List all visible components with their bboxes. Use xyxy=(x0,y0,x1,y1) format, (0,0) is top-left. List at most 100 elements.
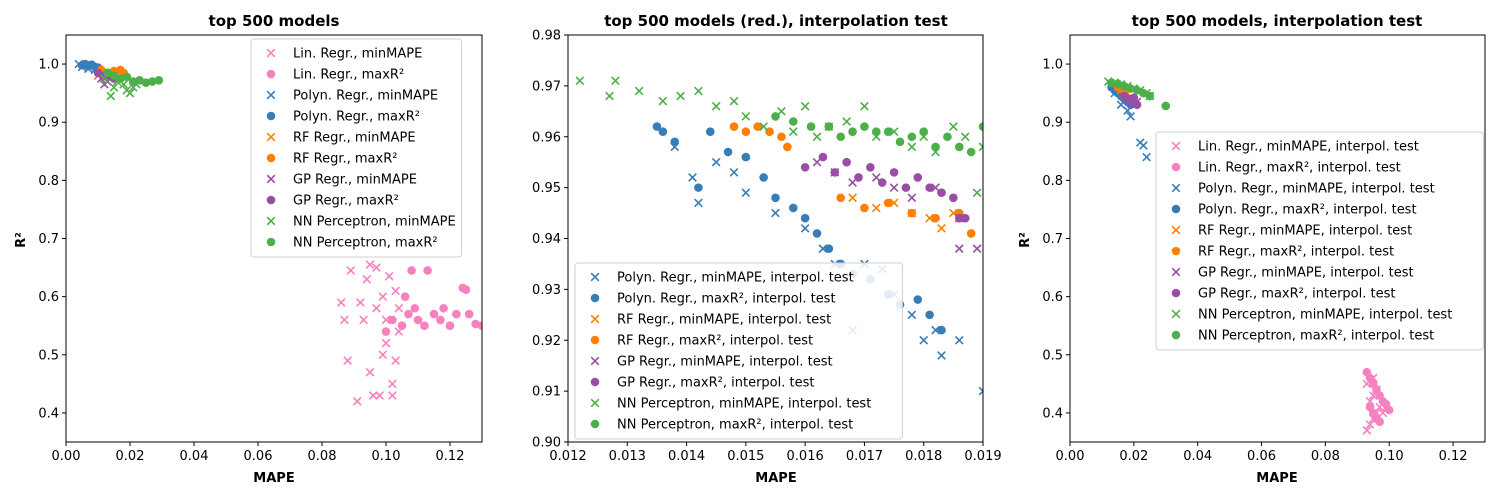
data-point-x xyxy=(907,193,917,203)
legend-marker xyxy=(266,153,276,163)
data-point xyxy=(397,321,407,331)
legend-marker xyxy=(1171,288,1181,298)
legend: Lin. Regr., minMAPE, interpol. test Lin. … xyxy=(1155,131,1484,351)
x-tick-label: 0.08 xyxy=(308,449,337,464)
legend-label: Lin. Regr., minMAPE xyxy=(293,47,422,62)
data-point-x xyxy=(688,173,697,182)
data-point-x xyxy=(388,391,397,400)
data-point-x xyxy=(978,142,983,152)
axes-frame xyxy=(1069,34,1486,443)
data-point xyxy=(960,213,970,223)
x-tick-label: 0.014 xyxy=(668,449,705,464)
data-point xyxy=(1384,405,1394,415)
legend-marker xyxy=(590,356,600,366)
data-point xyxy=(93,68,103,78)
data-point xyxy=(788,117,798,126)
legend-marker xyxy=(590,293,600,303)
data-point-x xyxy=(907,142,917,152)
y-tick-label: 0.96 xyxy=(532,130,561,145)
data-point-x xyxy=(125,88,135,98)
data-point xyxy=(818,152,828,162)
data-point-x xyxy=(937,223,946,233)
data-point-x xyxy=(871,203,881,213)
data-point xyxy=(978,122,983,131)
y-tick-label: 1.0 xyxy=(38,58,59,73)
data-point-x xyxy=(972,188,982,198)
data-point xyxy=(410,303,420,313)
legend-label: Polyn. Regr., minMAPE, interpol. test xyxy=(617,271,854,286)
data-point-x xyxy=(972,244,982,254)
legend-label: RF Regr., maxR², interpol. test xyxy=(617,334,813,349)
data-point xyxy=(836,193,846,203)
data-point xyxy=(966,147,976,157)
x-tick-label: 0.10 xyxy=(1375,449,1404,464)
x-tick-label: 0.017 xyxy=(846,449,883,464)
data-point xyxy=(871,127,881,136)
data-point xyxy=(954,213,964,223)
data-point-x xyxy=(1365,420,1375,429)
data-point-x xyxy=(812,132,822,142)
legend-label: Lin. Regr., minMAPE, interpol. test xyxy=(1198,140,1419,155)
data-point-x xyxy=(978,386,983,396)
y-tick-label: 0.97 xyxy=(532,79,561,94)
y-tick-label: 0.6 xyxy=(1042,290,1063,305)
data-point-x xyxy=(1126,112,1136,121)
data-point xyxy=(439,303,448,313)
data-point-x xyxy=(848,193,857,203)
legend-label: Polyn. Regr., maxR², interpol. test xyxy=(1198,203,1417,218)
data-point xyxy=(1161,101,1171,111)
x-tick-label: 0.00 xyxy=(52,449,81,464)
x-tick-label: 0.00 xyxy=(1056,449,1085,464)
legend-label: GP Regr., maxR² xyxy=(293,194,399,209)
legend-marker xyxy=(1171,204,1181,214)
data-point xyxy=(913,295,923,304)
legend-label: NN Perceptron, maxR², interpol. test xyxy=(617,418,853,433)
data-point xyxy=(741,152,751,162)
data-point xyxy=(777,132,786,142)
data-point-x xyxy=(676,91,686,101)
data-point xyxy=(429,309,439,319)
legend-marker xyxy=(266,216,276,226)
legend-marker xyxy=(266,195,276,205)
x-tick-label: 0.04 xyxy=(180,449,209,464)
legend-marker xyxy=(266,111,276,121)
data-point xyxy=(883,127,893,136)
data-point-x xyxy=(611,76,620,86)
data-point xyxy=(413,315,423,325)
legend-box xyxy=(574,262,903,440)
data-point xyxy=(931,142,940,152)
legend-label: Polyn. Regr., minMAPE xyxy=(293,89,438,104)
legend-marker xyxy=(1171,309,1181,319)
data-point xyxy=(937,325,946,335)
y-tick-label: 0.95 xyxy=(532,181,561,196)
data-point-x xyxy=(365,367,375,377)
data-point xyxy=(694,183,703,192)
data-point xyxy=(966,229,976,238)
x-tick-label: 0.10 xyxy=(372,449,401,464)
legend-label: RF Regr., minMAPE xyxy=(293,131,416,146)
plot-title: top 500 models, interpolation test xyxy=(1132,12,1423,30)
legend-marker xyxy=(590,335,600,345)
data-point-x xyxy=(378,292,388,302)
data-point xyxy=(128,77,138,86)
data-point xyxy=(1132,85,1142,95)
axes-frame xyxy=(65,34,483,443)
data-point xyxy=(729,122,739,131)
data-point-x xyxy=(368,391,378,400)
data-point xyxy=(842,157,851,167)
legend-marker xyxy=(266,48,276,58)
y-tick-label: 0.4 xyxy=(1042,406,1063,421)
data-point-x xyxy=(346,266,356,275)
x-tick-label: 0.12 xyxy=(436,449,465,464)
data-point-x xyxy=(381,338,391,348)
data-point xyxy=(907,132,917,142)
data-point xyxy=(452,309,461,319)
legend-marker xyxy=(1171,246,1181,256)
data-point xyxy=(759,173,768,182)
data-point xyxy=(883,198,893,208)
data-point xyxy=(477,321,482,331)
legend-marker xyxy=(1171,141,1181,151)
data-point-x xyxy=(741,112,751,121)
data-point-x xyxy=(634,86,644,96)
y-tick-label: 0.98 xyxy=(532,29,561,44)
